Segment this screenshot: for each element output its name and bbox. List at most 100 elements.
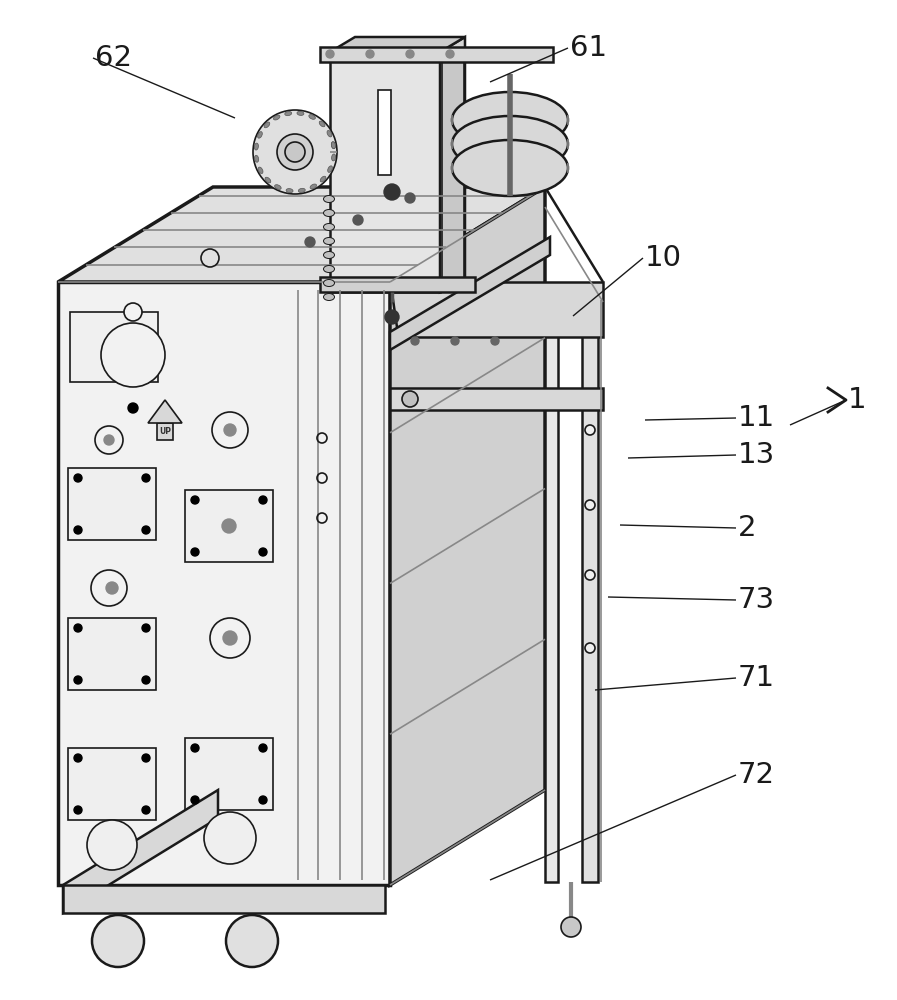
- Polygon shape: [320, 277, 475, 292]
- Circle shape: [92, 915, 144, 967]
- Circle shape: [222, 519, 236, 533]
- Bar: [68, 748, 156, 820]
- Circle shape: [491, 337, 499, 345]
- Ellipse shape: [255, 155, 258, 162]
- Circle shape: [128, 403, 138, 413]
- Ellipse shape: [310, 184, 317, 189]
- Circle shape: [204, 812, 256, 864]
- Circle shape: [201, 249, 219, 267]
- Ellipse shape: [327, 130, 332, 137]
- Circle shape: [353, 215, 363, 225]
- Ellipse shape: [297, 111, 304, 115]
- Circle shape: [384, 184, 400, 200]
- Circle shape: [142, 676, 150, 684]
- Ellipse shape: [324, 294, 335, 300]
- Polygon shape: [157, 423, 173, 440]
- Ellipse shape: [324, 196, 335, 202]
- Circle shape: [259, 744, 267, 752]
- Circle shape: [259, 496, 267, 504]
- Circle shape: [74, 806, 82, 814]
- Circle shape: [405, 193, 415, 203]
- Ellipse shape: [258, 167, 263, 174]
- Polygon shape: [330, 52, 440, 292]
- Polygon shape: [390, 237, 550, 350]
- Polygon shape: [440, 37, 465, 292]
- Bar: [70, 312, 158, 382]
- Bar: [185, 490, 273, 562]
- Circle shape: [142, 806, 150, 814]
- Circle shape: [142, 474, 150, 482]
- Circle shape: [191, 796, 199, 804]
- Circle shape: [104, 435, 114, 445]
- Circle shape: [142, 624, 150, 632]
- Circle shape: [101, 323, 165, 387]
- Bar: [63, 885, 385, 913]
- Polygon shape: [58, 282, 390, 885]
- Circle shape: [277, 134, 313, 170]
- Ellipse shape: [452, 92, 568, 148]
- Circle shape: [142, 526, 150, 534]
- Bar: [68, 468, 156, 540]
- Text: 72: 72: [738, 761, 775, 789]
- Ellipse shape: [299, 188, 305, 192]
- Circle shape: [224, 424, 236, 436]
- Text: 62: 62: [95, 44, 132, 72]
- Circle shape: [402, 391, 418, 407]
- Bar: [378, 90, 391, 175]
- Circle shape: [406, 50, 414, 58]
- Text: UP: UP: [159, 428, 171, 436]
- Text: 2: 2: [738, 514, 756, 542]
- Circle shape: [106, 582, 118, 594]
- Ellipse shape: [324, 279, 335, 286]
- Circle shape: [451, 337, 459, 345]
- Polygon shape: [390, 187, 545, 885]
- Ellipse shape: [452, 140, 568, 196]
- Polygon shape: [582, 300, 598, 882]
- Polygon shape: [58, 187, 545, 282]
- Ellipse shape: [309, 115, 316, 119]
- Text: 10: 10: [645, 244, 682, 272]
- Circle shape: [142, 754, 150, 762]
- Ellipse shape: [324, 251, 335, 258]
- Polygon shape: [320, 47, 553, 62]
- Ellipse shape: [332, 154, 335, 161]
- Circle shape: [305, 237, 315, 247]
- Circle shape: [253, 110, 337, 194]
- Ellipse shape: [324, 210, 335, 217]
- Circle shape: [366, 50, 374, 58]
- Ellipse shape: [324, 237, 335, 244]
- Circle shape: [259, 548, 267, 556]
- Text: 11: 11: [738, 404, 775, 432]
- Bar: [68, 618, 156, 690]
- Ellipse shape: [331, 142, 335, 149]
- Text: 71: 71: [738, 664, 775, 692]
- Circle shape: [191, 548, 199, 556]
- Ellipse shape: [452, 116, 568, 172]
- Bar: [185, 738, 273, 810]
- Circle shape: [87, 820, 137, 870]
- Circle shape: [74, 624, 82, 632]
- Circle shape: [191, 496, 199, 504]
- Circle shape: [561, 917, 581, 937]
- Ellipse shape: [324, 224, 335, 231]
- Circle shape: [74, 754, 82, 762]
- Ellipse shape: [320, 176, 326, 182]
- Polygon shape: [390, 388, 603, 410]
- Circle shape: [74, 474, 82, 482]
- Circle shape: [585, 570, 595, 580]
- Ellipse shape: [274, 185, 281, 189]
- Circle shape: [74, 676, 82, 684]
- Circle shape: [74, 526, 82, 534]
- Circle shape: [259, 796, 267, 804]
- Circle shape: [585, 500, 595, 510]
- Text: 73: 73: [738, 586, 775, 614]
- Polygon shape: [330, 37, 465, 52]
- Polygon shape: [148, 400, 182, 423]
- Circle shape: [446, 50, 454, 58]
- Circle shape: [585, 425, 595, 435]
- Circle shape: [226, 915, 278, 967]
- Circle shape: [326, 50, 334, 58]
- Circle shape: [223, 631, 237, 645]
- Ellipse shape: [264, 122, 270, 128]
- Text: 13: 13: [738, 441, 775, 469]
